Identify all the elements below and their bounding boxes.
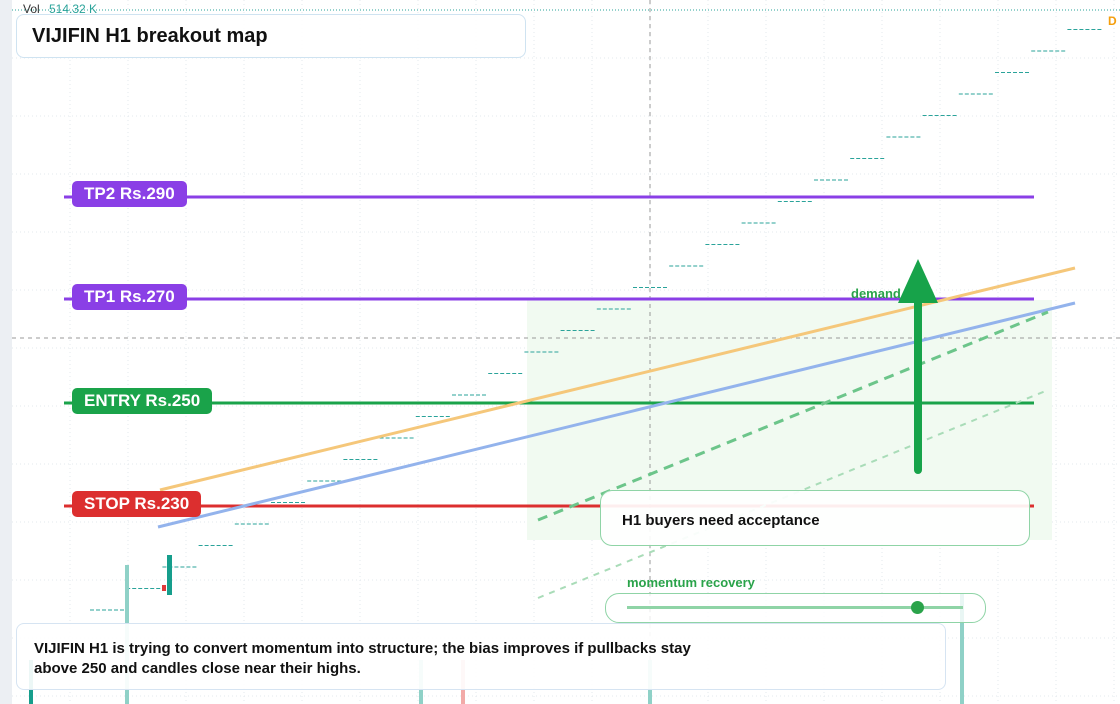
channel-line (537, 310, 1049, 522)
left-edge (0, 0, 12, 704)
note: VIJIFIN H1 is trying to convert momentum… (34, 640, 691, 677)
callout: H1 buyers need acceptance (622, 512, 820, 529)
candle-body (167, 555, 172, 595)
badge: D (1108, 14, 1117, 28)
candle-body (162, 585, 166, 591)
slider-thumb (911, 601, 924, 614)
slider-label: momentum recovery (627, 575, 755, 590)
entry-tag: ENTRY Rs.250 (72, 388, 213, 414)
slider (605, 593, 986, 623)
title-box: VIJIFIN H1 breakout map (16, 14, 526, 58)
volume-bar (960, 593, 964, 704)
slider-track (627, 606, 963, 609)
volume-label: Vol (23, 2, 40, 16)
note-box: VIJIFIN H1 is trying to convert momentum… (16, 623, 946, 690)
trend-line-upper (159, 266, 1076, 492)
volume-value: 514.32 K (49, 2, 97, 16)
channel-line (537, 389, 1049, 599)
arrow-head (898, 259, 938, 303)
tp1-tag: TP1 Rs.270 (72, 284, 187, 310)
trend-line-lower (157, 301, 1076, 529)
callout-box: H1 buyers need acceptance (600, 490, 1030, 546)
tp2-tag: TP2 Rs.290 (72, 181, 187, 207)
title: VIJIFIN H1 breakout map (32, 25, 268, 47)
stop-tag: STOP Rs.230 (72, 491, 202, 517)
